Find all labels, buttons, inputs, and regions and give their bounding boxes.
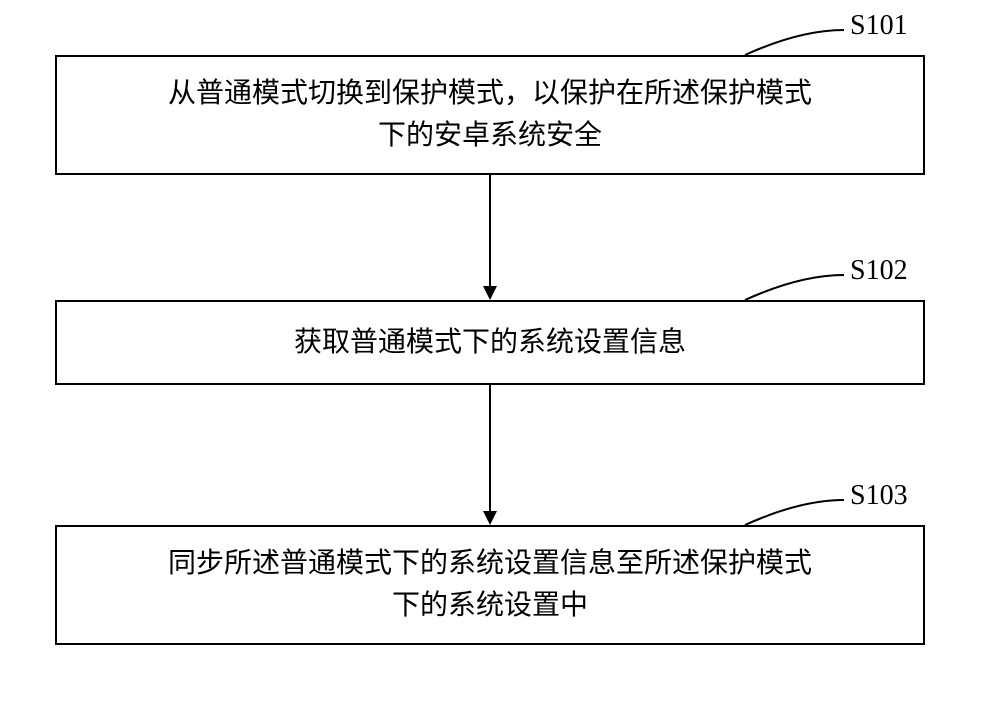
arrow-2-to-3 (0, 0, 1000, 705)
flowchart-canvas: 从普通模式切换到保护模式，以保护在所述保护模式 下的安卓系统安全 S101 获取… (0, 0, 1000, 705)
